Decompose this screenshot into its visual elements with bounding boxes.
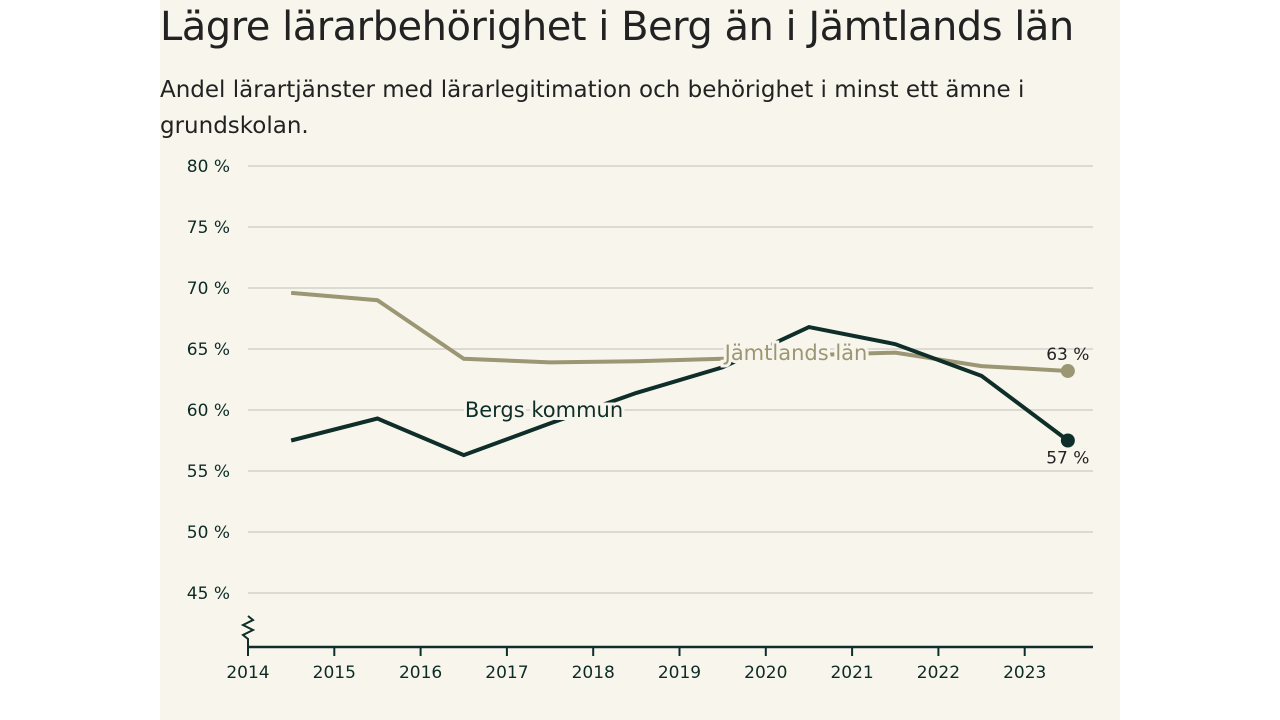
x-tick-label: 2017: [485, 663, 528, 683]
y-tick-label: 70 %: [187, 279, 230, 299]
x-tick-label: 2023: [1003, 663, 1046, 683]
chart-subtitle: Andel lärartjänster med lärarlegitimatio…: [160, 77, 1025, 139]
x-tick-label: 2016: [399, 663, 442, 683]
end-point-marker: [1060, 363, 1075, 378]
end-point-marker: [1060, 433, 1075, 448]
x-tick-label: 2018: [572, 663, 615, 683]
y-tick-label: 45 %: [187, 584, 230, 604]
y-tick-label: 50 %: [187, 523, 230, 543]
y-tick-label: 75 %: [187, 218, 230, 238]
series-name-label: Bergs kommun: [465, 398, 623, 422]
x-tick-label: 2019: [658, 663, 701, 683]
y-tick-label: 55 %: [187, 462, 230, 482]
series-line-jamtland: [290, 290, 1068, 373]
x-tick-label: 2020: [744, 663, 787, 683]
x-tick-label: 2015: [313, 663, 356, 683]
x-tick-label: 2021: [830, 663, 873, 683]
x-tick-label: 2014: [226, 663, 269, 683]
end-value-label: 63 %: [1046, 345, 1089, 365]
y-tick-label: 60 %: [187, 401, 230, 421]
y-tick-label: 65 %: [187, 340, 230, 360]
axis-break-icon: [240, 615, 256, 647]
series-line-berg: [290, 324, 1070, 458]
y-tick-label: 80 %: [187, 157, 230, 177]
end-value-label: 57 %: [1046, 449, 1089, 469]
series-name-label: Jämtlands län: [723, 341, 868, 365]
chart-title: Lägre lärarbehörighet i Berg än i Jämtla…: [160, 4, 1074, 50]
x-tick-label: 2022: [917, 663, 960, 683]
